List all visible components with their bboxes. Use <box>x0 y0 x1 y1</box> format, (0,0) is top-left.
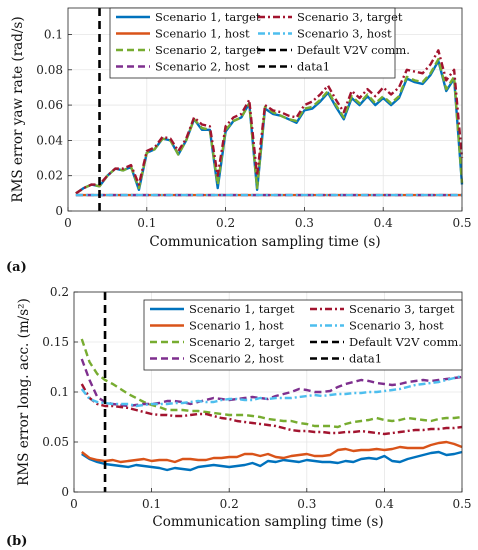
y-tick-label: 0.04 <box>36 133 63 147</box>
y-tick-label: 0.1 <box>50 385 69 399</box>
y-tick-labels-a: 0 0.02 0.04 0.06 0.08 0.1 <box>36 27 72 218</box>
y-tick-label: 0.1 <box>44 27 63 41</box>
legend-label: Scenario 1, target <box>155 10 261 24</box>
x-tick-label: 0.5 <box>452 497 471 511</box>
x-tick-label: 0 <box>64 216 72 230</box>
y-tick-label: 0 <box>61 485 69 499</box>
y-tick-label: 0 <box>55 204 63 218</box>
x-tick-label: 0.2 <box>220 497 239 511</box>
y-tick-labels-b: 0 0.05 0.1 0.15 0.2 <box>42 285 78 499</box>
legend-label: data1 <box>349 352 382 366</box>
chart-panel-a: 0 0.1 0.2 0.3 0.4 0.5 0 0.02 0.04 0.06 0.08 0.1 Co… <box>6 7 472 275</box>
series-line-scenario-3-target <box>80 383 463 436</box>
series-line-scenario-2-target <box>80 338 463 429</box>
x-tick-label: 0.5 <box>452 216 471 230</box>
legend-a: Scenario 1, target Scenario 3, target Scen… <box>109 7 410 79</box>
series-line-scenario-2-host <box>80 358 463 408</box>
series-line-scenario-1-target <box>81 450 463 472</box>
legend-label: Scenario 1, host <box>189 319 284 333</box>
y-axis-label-a: RMS error yaw rate (rad/s) <box>10 16 26 202</box>
x-tick-labels-b: 0 0.1 0.2 0.3 0.4 0.5 <box>70 488 472 511</box>
y-tick-label: 0.08 <box>36 63 63 77</box>
legend-label: Scenario 2, host <box>155 60 250 74</box>
legend-label: data1 <box>297 60 330 74</box>
legend-label: Scenario 2, target <box>189 335 295 349</box>
x-tick-label: 0.2 <box>216 216 235 230</box>
series-line-scenario-3-host <box>80 374 463 408</box>
y-tick-label: 0.15 <box>42 335 69 349</box>
x-tick-labels-a: 0 0.1 0.2 0.3 0.4 0.5 <box>64 207 472 230</box>
panel-label-a: (a) <box>6 260 27 275</box>
x-tick-label: 0.3 <box>295 216 314 230</box>
x-tick-label: 0.4 <box>374 216 393 230</box>
series-line-scenario-3-target <box>75 49 464 195</box>
legend-label: Scenario 3, host <box>297 27 392 41</box>
y-tick-label: 0.2 <box>50 285 69 299</box>
legend-label: Default V2V comm. <box>349 335 462 349</box>
legend-label: Scenario 2, target <box>155 43 261 57</box>
legend-label: Scenario 3, target <box>297 10 403 24</box>
x-tick-label: 0.4 <box>375 497 394 511</box>
x-axis-label-b: Communication sampling time (s) <box>152 514 383 530</box>
series-line-scenario-1-host <box>81 440 463 464</box>
y-tick-label: 0.02 <box>36 169 63 183</box>
legend-box <box>143 299 463 371</box>
legend-label: Default V2V comm. <box>297 43 410 57</box>
legend-label: Scenario 3, host <box>349 319 444 333</box>
x-tick-label: 0.1 <box>142 497 161 511</box>
x-tick-label: 0.3 <box>297 497 316 511</box>
y-tick-label: 0.05 <box>42 435 69 449</box>
y-axis-label-b: RMS error long. acc. (m/s²) <box>16 298 32 486</box>
series-line-scenario-2-target <box>75 57 464 195</box>
legend-label: Scenario 1, target <box>189 302 295 316</box>
legend-box <box>109 7 396 79</box>
legend-label: Scenario 2, host <box>189 352 284 366</box>
series-group-a <box>75 49 464 197</box>
legend-label: Scenario 1, host <box>155 27 250 41</box>
x-tick-label: 0.1 <box>137 216 156 230</box>
chart-panel-b: 0 0.1 0.2 0.3 0.4 0.5 0 0.05 0.1 0.15 0.2 Communi… <box>6 285 472 549</box>
series-group-b <box>80 338 463 472</box>
legend-b: Scenario 1, target Scenario 3, target Scen… <box>143 299 463 371</box>
x-tick-label: 0 <box>70 497 78 511</box>
y-tick-label: 0.06 <box>36 98 63 112</box>
legend-label: Scenario 3, target <box>349 302 455 316</box>
x-axis-label-a: Communication sampling time (s) <box>149 234 380 250</box>
panel-label-b: (b) <box>6 534 27 549</box>
